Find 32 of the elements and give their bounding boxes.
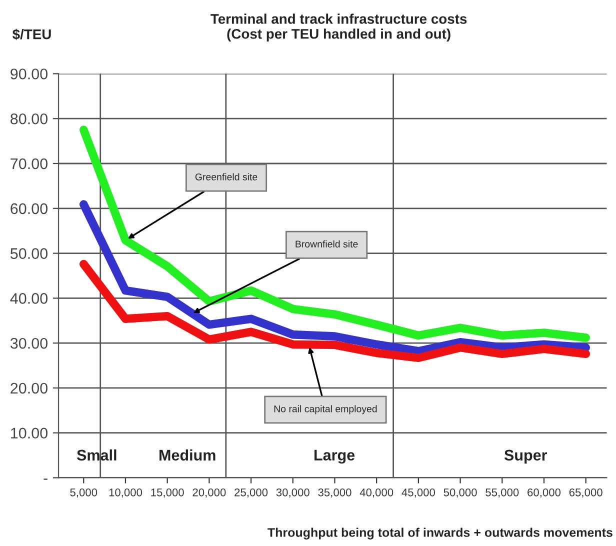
y-tick-label: -	[44, 478, 48, 480]
x-tick-label: 55,000	[486, 488, 519, 498]
annotation: Medium	[160, 449, 216, 461]
y-tick-label: 70.00	[10, 158, 48, 170]
y-tick-label: 40.00	[10, 293, 48, 304]
x-tick-label: 30,000	[276, 488, 310, 498]
x-tick-label: 5,000	[70, 488, 98, 498]
x-tick-label: 40,000	[360, 488, 394, 498]
x-tick-label: 10,000	[109, 488, 142, 498]
x-axis-title: Throughput being total of inwards + outwards movements	[268, 528, 612, 540]
annotation: Large	[314, 450, 355, 464]
y-tick-label: 80.00	[10, 113, 48, 124]
x-tick-label: 25,000	[234, 488, 268, 498]
annotation: Brownfield site	[296, 240, 358, 248]
annotation: Super	[504, 450, 548, 464]
y-tick-label: 60.00	[10, 203, 48, 214]
x-tick-label: 45,000	[402, 488, 435, 498]
y-tick-label: 90.00	[10, 68, 48, 80]
x-tick-label: 65,000	[569, 488, 602, 498]
y-tick-label: 50.00	[10, 248, 48, 259]
y-axis-title: $/TEU	[12, 28, 51, 40]
y-tick-label: 10.00	[11, 428, 48, 439]
chart-title: Terminal and track infrastructure costs (Cost per TEU handled in and out)	[210, 14, 467, 42]
x-tick-label: 20,000	[192, 488, 226, 498]
y-tick-label: 20.00	[10, 382, 48, 394]
annotation: Greenfield site	[195, 173, 258, 180]
annotation: No rail capital employed	[274, 405, 377, 414]
x-tick-label: 15,000	[151, 488, 184, 498]
y-tick-label: 30.00	[10, 338, 48, 349]
x-tick-label: 60,000	[528, 488, 561, 498]
x-tick-label: 35,000	[318, 488, 352, 498]
x-tick-label: 50,000	[444, 488, 477, 498]
